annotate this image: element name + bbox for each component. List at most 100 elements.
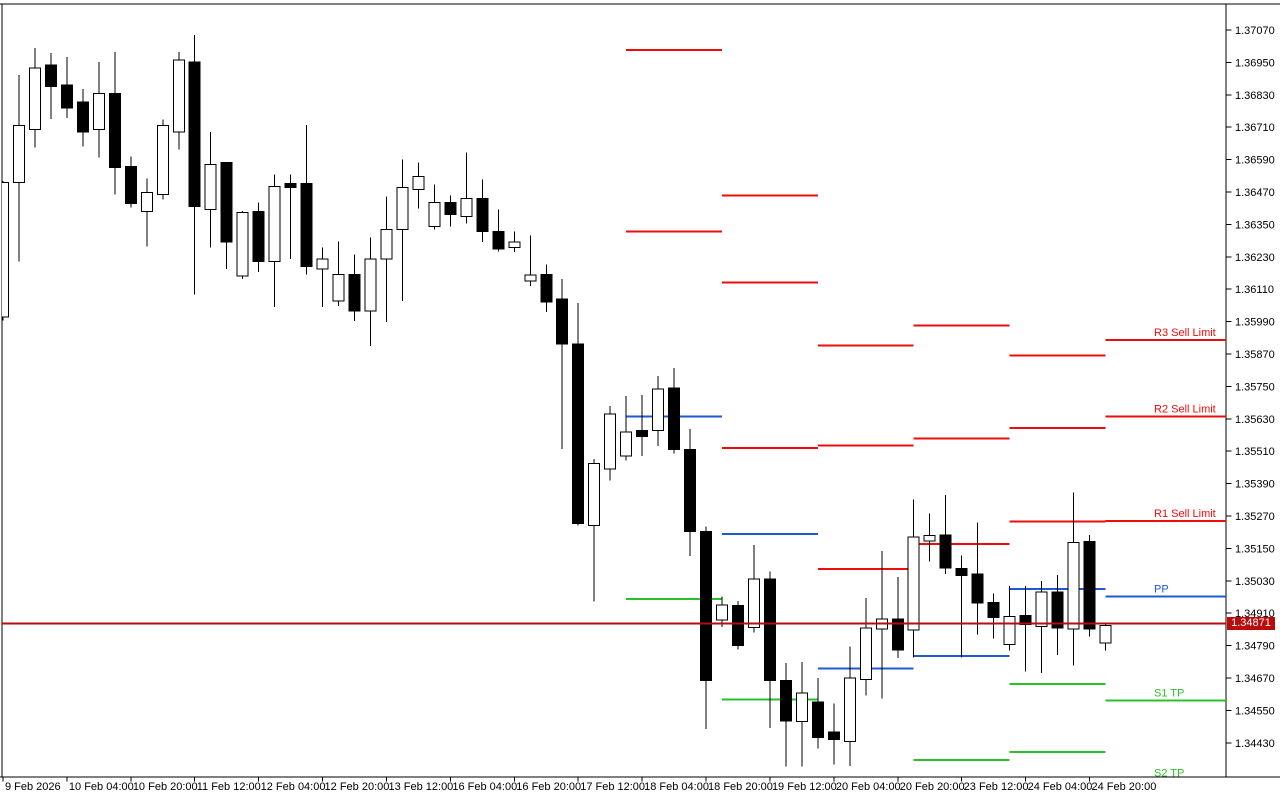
candle bbox=[636, 394, 649, 456]
price-tick-label: 1.35390 bbox=[1235, 479, 1275, 491]
price-tick-label: 1.34430 bbox=[1235, 738, 1275, 750]
candle bbox=[588, 458, 601, 602]
candle-body-up bbox=[364, 258, 377, 312]
candle bbox=[1067, 492, 1080, 666]
candle bbox=[795, 662, 808, 767]
price-tick-label: 1.34670 bbox=[1235, 673, 1275, 685]
candle-body-down bbox=[252, 210, 265, 262]
candle bbox=[859, 598, 872, 696]
pivot-label-pp: PP bbox=[1154, 583, 1169, 595]
candle bbox=[971, 522, 984, 635]
candle bbox=[332, 241, 345, 307]
chart-frame bbox=[0, 3, 1280, 778]
candle-body-down bbox=[1051, 591, 1064, 629]
candle-body-up bbox=[412, 176, 425, 191]
candle bbox=[236, 211, 249, 280]
candle bbox=[492, 209, 505, 252]
candle-body-up bbox=[588, 463, 601, 526]
candle bbox=[300, 124, 313, 275]
candle bbox=[827, 703, 840, 765]
candle-body-down bbox=[1083, 540, 1096, 630]
time-tick-label: 12 Feb 20:00 bbox=[325, 781, 390, 793]
candle-body-down bbox=[60, 84, 73, 109]
candle bbox=[396, 159, 409, 302]
candle bbox=[204, 131, 217, 248]
candle-body-down bbox=[300, 183, 313, 267]
candle-body-down bbox=[284, 183, 297, 189]
candle-body-up bbox=[1067, 541, 1080, 630]
candle-body-up bbox=[172, 59, 185, 133]
candle bbox=[220, 161, 233, 270]
candle-body-up bbox=[795, 692, 808, 723]
candle-body-up bbox=[2, 182, 9, 318]
price-tick-label: 1.36590 bbox=[1235, 155, 1275, 167]
candle-body-down bbox=[556, 298, 569, 345]
candle-body-down bbox=[44, 64, 57, 88]
candle-body-up bbox=[620, 431, 633, 457]
time-tick-label: 10 Feb 20:00 bbox=[133, 781, 198, 793]
candle bbox=[763, 571, 776, 729]
price-tick-label: 1.35630 bbox=[1235, 414, 1275, 426]
candle bbox=[987, 593, 1000, 639]
time-tick-label: 19 Feb 12:00 bbox=[772, 781, 837, 793]
price-tick-label: 1.36230 bbox=[1235, 252, 1275, 264]
candle bbox=[716, 596, 729, 628]
pivot-label-r1-sell-limit: R1 Sell Limit bbox=[1154, 508, 1216, 520]
candle bbox=[460, 152, 473, 224]
time-tick-label: 11 Feb 12:00 bbox=[197, 781, 261, 793]
candle bbox=[172, 51, 185, 150]
candle bbox=[604, 405, 617, 481]
candle-body-up bbox=[316, 258, 329, 270]
candle-body-up bbox=[332, 273, 345, 302]
candle bbox=[108, 51, 121, 195]
price-tick-label: 1.35870 bbox=[1235, 349, 1275, 361]
candle bbox=[875, 551, 888, 699]
candle-body-up bbox=[716, 604, 729, 621]
candle-body-down bbox=[108, 93, 121, 169]
candle bbox=[428, 184, 441, 230]
pivot-label-s2-tp: S2 TP bbox=[1154, 768, 1184, 780]
candle bbox=[284, 174, 297, 260]
candle bbox=[524, 235, 537, 287]
time-tick-label: 16 Feb 04:00 bbox=[452, 781, 517, 793]
candle-body-down bbox=[540, 273, 553, 303]
candle-body-down bbox=[668, 387, 681, 451]
price-tick-label: 1.36110 bbox=[1235, 284, 1274, 296]
time-tick-label: 23 Feb 12:00 bbox=[964, 781, 1029, 793]
candle-body-up bbox=[92, 93, 105, 131]
candle bbox=[316, 247, 329, 308]
candle bbox=[731, 600, 744, 650]
candle bbox=[1035, 580, 1048, 674]
candle bbox=[60, 57, 73, 118]
price-tick-label: 1.35750 bbox=[1235, 381, 1275, 393]
candle bbox=[12, 74, 25, 262]
candle bbox=[700, 526, 713, 729]
price-axis: 1.37070 1.36950 1.36830 1.36710 1.36590 1.364… bbox=[1226, 25, 1275, 750]
candle bbox=[1003, 586, 1016, 651]
candle-body-up bbox=[923, 535, 936, 542]
candle bbox=[843, 646, 856, 767]
price-tick-label: 1.36950 bbox=[1235, 57, 1275, 69]
candle-body-down bbox=[476, 197, 489, 232]
candle bbox=[684, 428, 697, 557]
candle-body-down bbox=[700, 530, 713, 682]
candle bbox=[1051, 574, 1064, 655]
candle bbox=[811, 678, 824, 749]
price-tick-label: 1.35510 bbox=[1235, 446, 1275, 458]
price-tick-label: 1.36350 bbox=[1235, 219, 1275, 231]
candle bbox=[188, 34, 201, 295]
pivot-label-r3-sell-limit: R3 Sell Limit bbox=[1154, 327, 1216, 339]
candle bbox=[1099, 623, 1112, 651]
candle-body-up bbox=[204, 163, 217, 210]
time-tick-label: 9 Feb 2026 bbox=[5, 781, 61, 793]
candle bbox=[44, 52, 57, 119]
forward-pivot-levels: R3 Sell Limit R2 Sell Limit R1 Sell Limit P… bbox=[1105, 327, 1226, 780]
candle-body-up bbox=[380, 228, 393, 260]
candle-body-down bbox=[572, 343, 585, 525]
candle bbox=[76, 88, 89, 147]
candle bbox=[652, 375, 665, 446]
candle-body-up bbox=[604, 413, 617, 470]
price-tick-label: 1.35270 bbox=[1235, 511, 1275, 523]
